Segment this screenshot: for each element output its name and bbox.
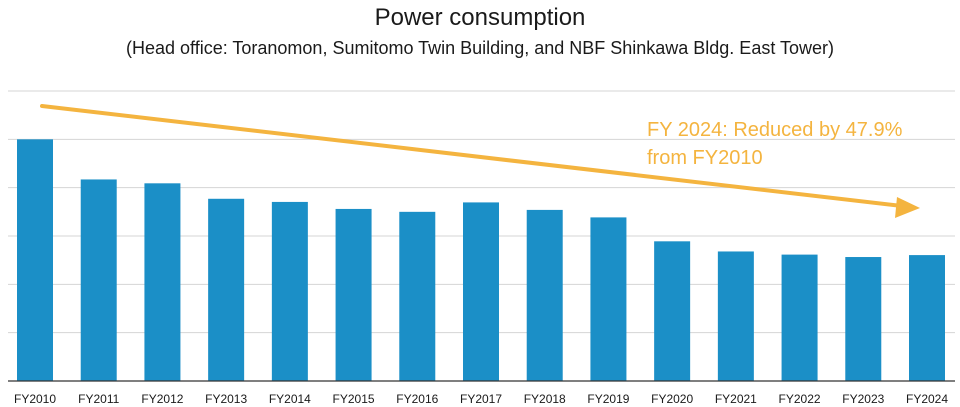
x-tick-label: FY2019 bbox=[587, 392, 629, 406]
trend-arrow-head bbox=[895, 197, 920, 218]
bar bbox=[845, 257, 882, 381]
x-tick-label: FY2016 bbox=[396, 392, 438, 406]
bar bbox=[590, 217, 627, 381]
x-tick-label: FY2010 bbox=[14, 392, 56, 406]
x-tick-label: FY2018 bbox=[524, 392, 566, 406]
bar bbox=[909, 255, 945, 381]
bar bbox=[17, 139, 53, 381]
bar bbox=[271, 201, 308, 381]
bar bbox=[717, 251, 754, 381]
annotation-text: FY 2024: Reduced by 47.9% bbox=[647, 119, 903, 141]
bar bbox=[144, 183, 181, 381]
x-tick-label: FY2021 bbox=[715, 392, 757, 406]
x-tick-label: FY2022 bbox=[779, 392, 821, 406]
bar bbox=[463, 202, 499, 381]
bar bbox=[335, 208, 372, 381]
chart-subtitle: (Head office: Toranomon, Sumitomo Twin B… bbox=[125, 38, 835, 58]
x-tick-label: FY2014 bbox=[269, 392, 311, 406]
x-tick-label: FY2023 bbox=[842, 392, 884, 406]
x-tick-label: FY2017 bbox=[460, 392, 502, 406]
bar bbox=[781, 254, 818, 381]
x-tick-label: FY2013 bbox=[205, 392, 247, 406]
x-tick-label: FY2020 bbox=[651, 392, 693, 406]
bar bbox=[399, 211, 436, 381]
x-tick-label: FY2012 bbox=[141, 392, 183, 406]
trend-arrow-line bbox=[40, 104, 904, 208]
x-tick-label: FY2015 bbox=[333, 392, 375, 406]
bar bbox=[208, 198, 245, 381]
bar bbox=[526, 209, 563, 381]
bar bbox=[654, 241, 691, 381]
annotation-text: from FY2010 bbox=[647, 147, 763, 169]
x-tick-label: FY2011 bbox=[78, 392, 119, 406]
chart-title: Power consumption bbox=[374, 4, 586, 31]
bar bbox=[80, 179, 117, 381]
x-tick-label: FY2024 bbox=[906, 392, 948, 406]
